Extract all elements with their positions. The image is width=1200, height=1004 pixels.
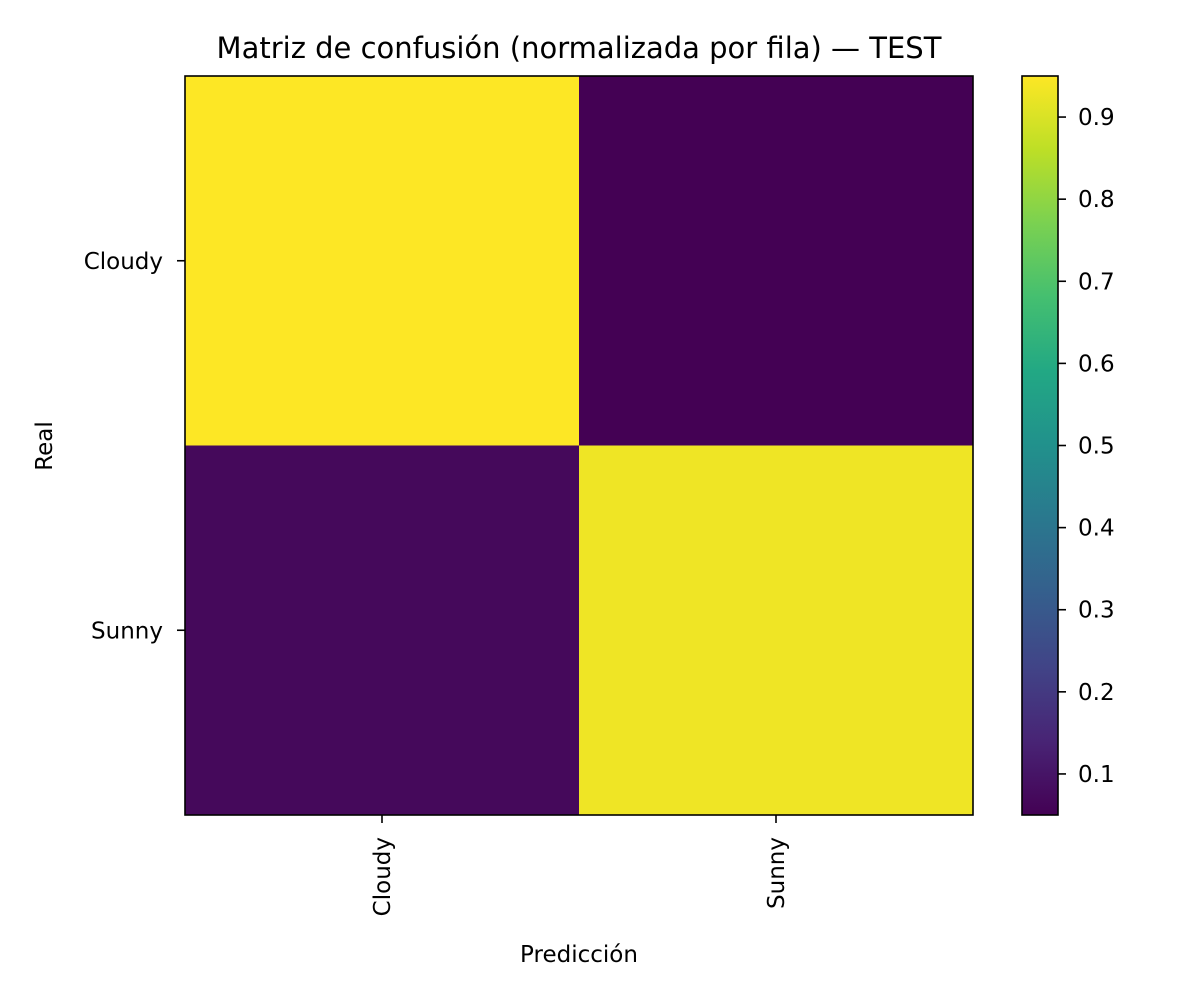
y-axis-ticks: Cloudy Sunny bbox=[84, 249, 185, 644]
x-axis-label: Predicción bbox=[520, 942, 638, 968]
heatmap-cell-cloudy-cloudy bbox=[185, 76, 580, 446]
colorbar-tick-label: 0.5 bbox=[1078, 434, 1115, 460]
x-tick-label: Cloudy bbox=[370, 837, 396, 916]
plot-frame bbox=[184, 75, 974, 816]
colorbar-tick-label: 0.9 bbox=[1078, 105, 1115, 131]
heatmap-cell-cloudy-sunny bbox=[579, 76, 974, 446]
colorbar-tick-label: 0.7 bbox=[1078, 269, 1115, 295]
colorbar bbox=[1022, 76, 1058, 815]
colorbar-tick-label: 0.8 bbox=[1078, 187, 1115, 213]
colorbar-ticks: 0.1 0.2 0.3 0.4 0.5 0.6 0.7 0.8 0.9 bbox=[1058, 105, 1115, 788]
x-axis-ticks: Cloudy Sunny bbox=[370, 815, 790, 916]
y-tick-label: Cloudy bbox=[84, 249, 163, 275]
y-axis-label: Real bbox=[32, 421, 58, 471]
heatmap-cells bbox=[185, 76, 974, 816]
y-tick-label: Sunny bbox=[91, 618, 163, 644]
chart-title: Matriz de confusión (normalizada por fil… bbox=[217, 31, 942, 65]
colorbar-tick-label: 0.4 bbox=[1078, 516, 1115, 542]
heatmap-cell-sunny-sunny bbox=[579, 445, 974, 816]
colorbar-tick-label: 0.6 bbox=[1078, 351, 1115, 377]
colorbar-tick-label: 0.1 bbox=[1078, 762, 1115, 788]
x-tick-label: Sunny bbox=[764, 837, 790, 909]
colorbar-tick-label: 0.2 bbox=[1078, 680, 1115, 706]
colorbar-tick-label: 0.3 bbox=[1078, 598, 1115, 624]
heatmap-cell-sunny-cloudy bbox=[185, 445, 580, 816]
